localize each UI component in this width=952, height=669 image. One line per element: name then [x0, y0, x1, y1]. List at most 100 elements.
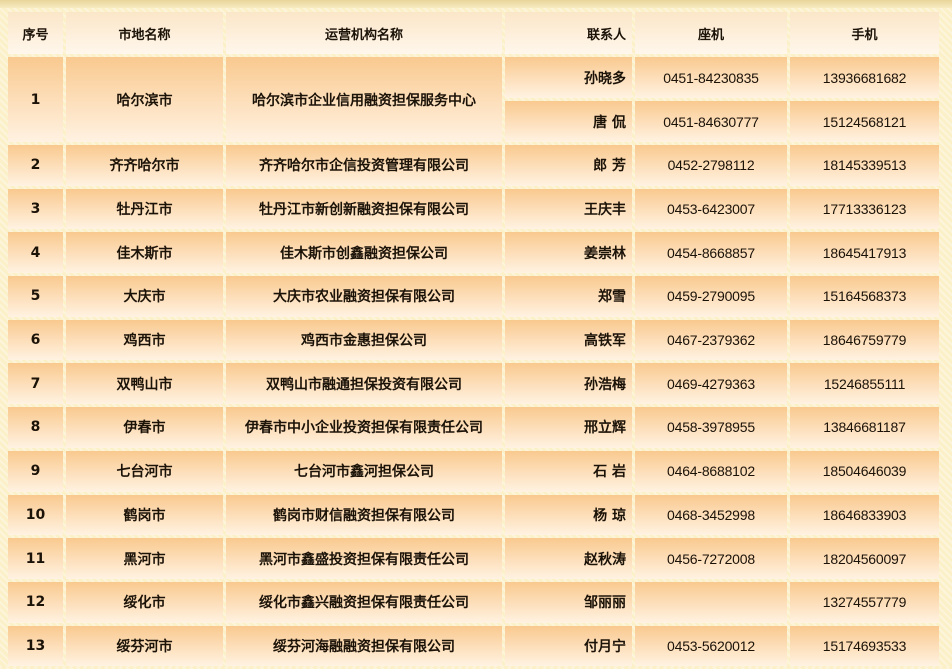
cell-city: 哈尔滨市 [66, 57, 223, 142]
cell-org: 大庆市农业融资担保有限公司 [226, 276, 502, 317]
cell-phone: 0456-7272008 [635, 538, 787, 579]
cell-no: 8 [8, 407, 63, 448]
table-row: 5 大庆市 大庆市农业融资担保有限公司 郑雪 0459-2790095 151645683… [8, 276, 939, 317]
cell-contact: 杨 琼 [505, 494, 632, 536]
header-org: 运营机构名称 [226, 12, 502, 54]
cell-org: 绥化市鑫兴融资担保有限责任公司 [226, 581, 502, 623]
cell-contact: 邢立辉 [505, 407, 632, 448]
cell-phone: 0459-2790095 [635, 276, 787, 317]
cell-no: 3 [8, 188, 63, 230]
cell-contact: 石 岩 [505, 450, 632, 492]
cell-mobile: 18145339513 [790, 145, 939, 186]
cell-no: 4 [8, 232, 63, 274]
cell-phone: 0454-8668857 [635, 232, 787, 274]
top-banner [0, 0, 952, 8]
header-mobile: 手机 [790, 12, 939, 54]
cell-no: 7 [8, 363, 63, 405]
cell-no: 12 [8, 581, 63, 623]
cell-mobile: 15174693533 [790, 625, 939, 667]
cell-org: 鹤岗市财信融资担保有限公司 [226, 494, 502, 536]
table-row: 10 鹤岗市 鹤岗市财信融资担保有限公司杨 琼 0468-3452998 1864683… [8, 494, 939, 536]
cell-city: 鹤岗市 [66, 494, 223, 536]
cell-org: 伊春市中小企业投资担保有限责任公司 [226, 407, 502, 448]
cell-contact: 邹丽丽 [505, 581, 632, 623]
table-row: 11 黑河市 黑河市鑫盛投资担保有限责任公司 赵秋涛 0456-7272008 18204… [8, 538, 939, 579]
cell-city: 双鸭山市 [66, 363, 223, 405]
cell-city: 牡丹江市 [66, 188, 223, 230]
cell-city: 鸡西市 [66, 319, 223, 361]
cell-no: 5 [8, 276, 63, 317]
table-row: 13 绥芬河市 绥芬河海融融资担保有限公司 付月宁 0453-5620012 151746… [8, 625, 939, 667]
cell-phone: 0453-6423007 [635, 188, 787, 230]
cell-mobile: 18645417913 [790, 232, 939, 274]
cell-city: 齐齐哈尔市 [66, 145, 223, 186]
cell-phone: 0467-2379362 [635, 319, 787, 361]
table-row: 3 牡丹江市 牡丹江市新创新融资担保有限公司 王庆丰 0453-6423007 17713… [8, 188, 939, 230]
cell-org: 七台河市鑫河担保公司 [226, 450, 502, 492]
cell-phone: 0458-3978955 [635, 407, 787, 448]
header-city: 市地名称 [66, 12, 223, 54]
cell-mobile: 13936681682 [790, 57, 939, 98]
table-row: 6 鸡西市 鸡西市金惠担保公司 高铁军 0467-2379362 18646759779 [8, 319, 939, 361]
cell-city: 绥化市 [66, 581, 223, 623]
cell-mobile: 13846681187 [790, 407, 939, 448]
table-row: 2 齐齐哈尔市 齐齐哈尔市企信投资管理有限公司郎 芳 0452-2798112 1814… [8, 145, 939, 186]
cell-phone: 0451-84230835 [635, 57, 787, 98]
cell-phone: 0451-84630777 [635, 101, 787, 142]
cell-contact: 郑雪 [505, 276, 632, 317]
cell-org: 佳木斯市创鑫融资担保公司 [226, 232, 502, 274]
cell-contact: 孙浩梅 [505, 363, 632, 405]
header-contact: 联系人 [505, 12, 632, 54]
cell-org: 黑河市鑫盛投资担保有限责任公司 [226, 538, 502, 579]
cell-mobile: 13274557779 [790, 581, 939, 623]
cell-no: 9 [8, 450, 63, 492]
cell-phone: 0453-5620012 [635, 625, 787, 667]
cell-contact: 赵秋涛 [505, 538, 632, 579]
cell-no: 11 [8, 538, 63, 579]
cell-phone: 0469-4279363 [635, 363, 787, 405]
cell-contact: 王庆丰 [505, 188, 632, 230]
table-row: 1 哈尔滨市 哈尔滨市企业信用融资担保服务中心 孙晓多 0451-8423083… [8, 57, 939, 142]
cell-phone: 0452-2798112 [635, 145, 787, 186]
cell-contact: 郎 芳 [505, 145, 632, 186]
table-row: 唐 侃 0451-84630777 15124568121 [8, 101, 939, 142]
cell-no: 13 [8, 625, 63, 667]
cell-mobile: 18646833903 [790, 494, 939, 536]
cell-contact: 高铁军 [505, 319, 632, 361]
cell-phone: 0464-8688102 [635, 450, 787, 492]
cell-city: 黑河市 [66, 538, 223, 579]
cell-mobile: 17713336123 [790, 188, 939, 230]
cell-no: 6 [8, 319, 63, 361]
cell-city: 佳木斯市 [66, 232, 223, 274]
cell-city: 七台河市 [66, 450, 223, 492]
cell-org: 鸡西市金惠担保公司 [226, 319, 502, 361]
table-row: 9 七台河市 七台河市鑫河担保公司石 岩 0464-8688102 1850464603… [8, 450, 939, 492]
table-row: 12 绥化市 绥化市鑫兴融资担保有限责任公司 邹丽丽 13274557779 [8, 581, 939, 623]
cell-city: 绥芬河市 [66, 625, 223, 667]
cell-contact: 姜崇林 [505, 232, 632, 274]
cell-mobile: 15246855111 [790, 363, 939, 405]
table-row: 8 伊春市 伊春市中小企业投资担保有限责任公司 邢立辉 0458-3978955 1384… [8, 407, 939, 448]
cell-no: 10 [8, 494, 63, 536]
cell-contact: 孙晓多 [505, 57, 632, 98]
cell-city: 伊春市 [66, 407, 223, 448]
table-row: 7 双鸭山市 双鸭山市融通担保投资有限公司 孙浩梅 0469-4279363 152468… [8, 363, 939, 405]
cell-mobile: 15164568373 [790, 276, 939, 317]
cell-org: 双鸭山市融通担保投资有限公司 [226, 363, 502, 405]
header-phone: 座机 [635, 12, 787, 54]
cell-no: 2 [8, 145, 63, 186]
cell-phone [635, 581, 787, 623]
cell-org: 哈尔滨市企业信用融资担保服务中心 [226, 57, 502, 142]
header-no: 序号 [8, 12, 63, 54]
cell-no: 1 [8, 57, 63, 142]
header-row: 序号 市地名称 运营机构名称 联系人 座机 手机 [8, 12, 939, 54]
table-row: 4 佳木斯市 佳木斯市创鑫融资担保公司 姜崇林 0454-8668857 18645417… [8, 232, 939, 274]
cell-mobile: 18204560097 [790, 538, 939, 579]
cell-city: 大庆市 [66, 276, 223, 317]
guarantee-agency-table: 序号 市地名称 运营机构名称 联系人 座机 手机 1 哈尔滨市 哈尔滨市企业信用… [5, 9, 942, 669]
cell-mobile: 18504646039 [790, 450, 939, 492]
cell-org: 牡丹江市新创新融资担保有限公司 [226, 188, 502, 230]
cell-mobile: 15124568121 [790, 101, 939, 142]
cell-contact: 唐 侃 [505, 101, 632, 142]
cell-org: 绥芬河海融融资担保有限公司 [226, 625, 502, 667]
